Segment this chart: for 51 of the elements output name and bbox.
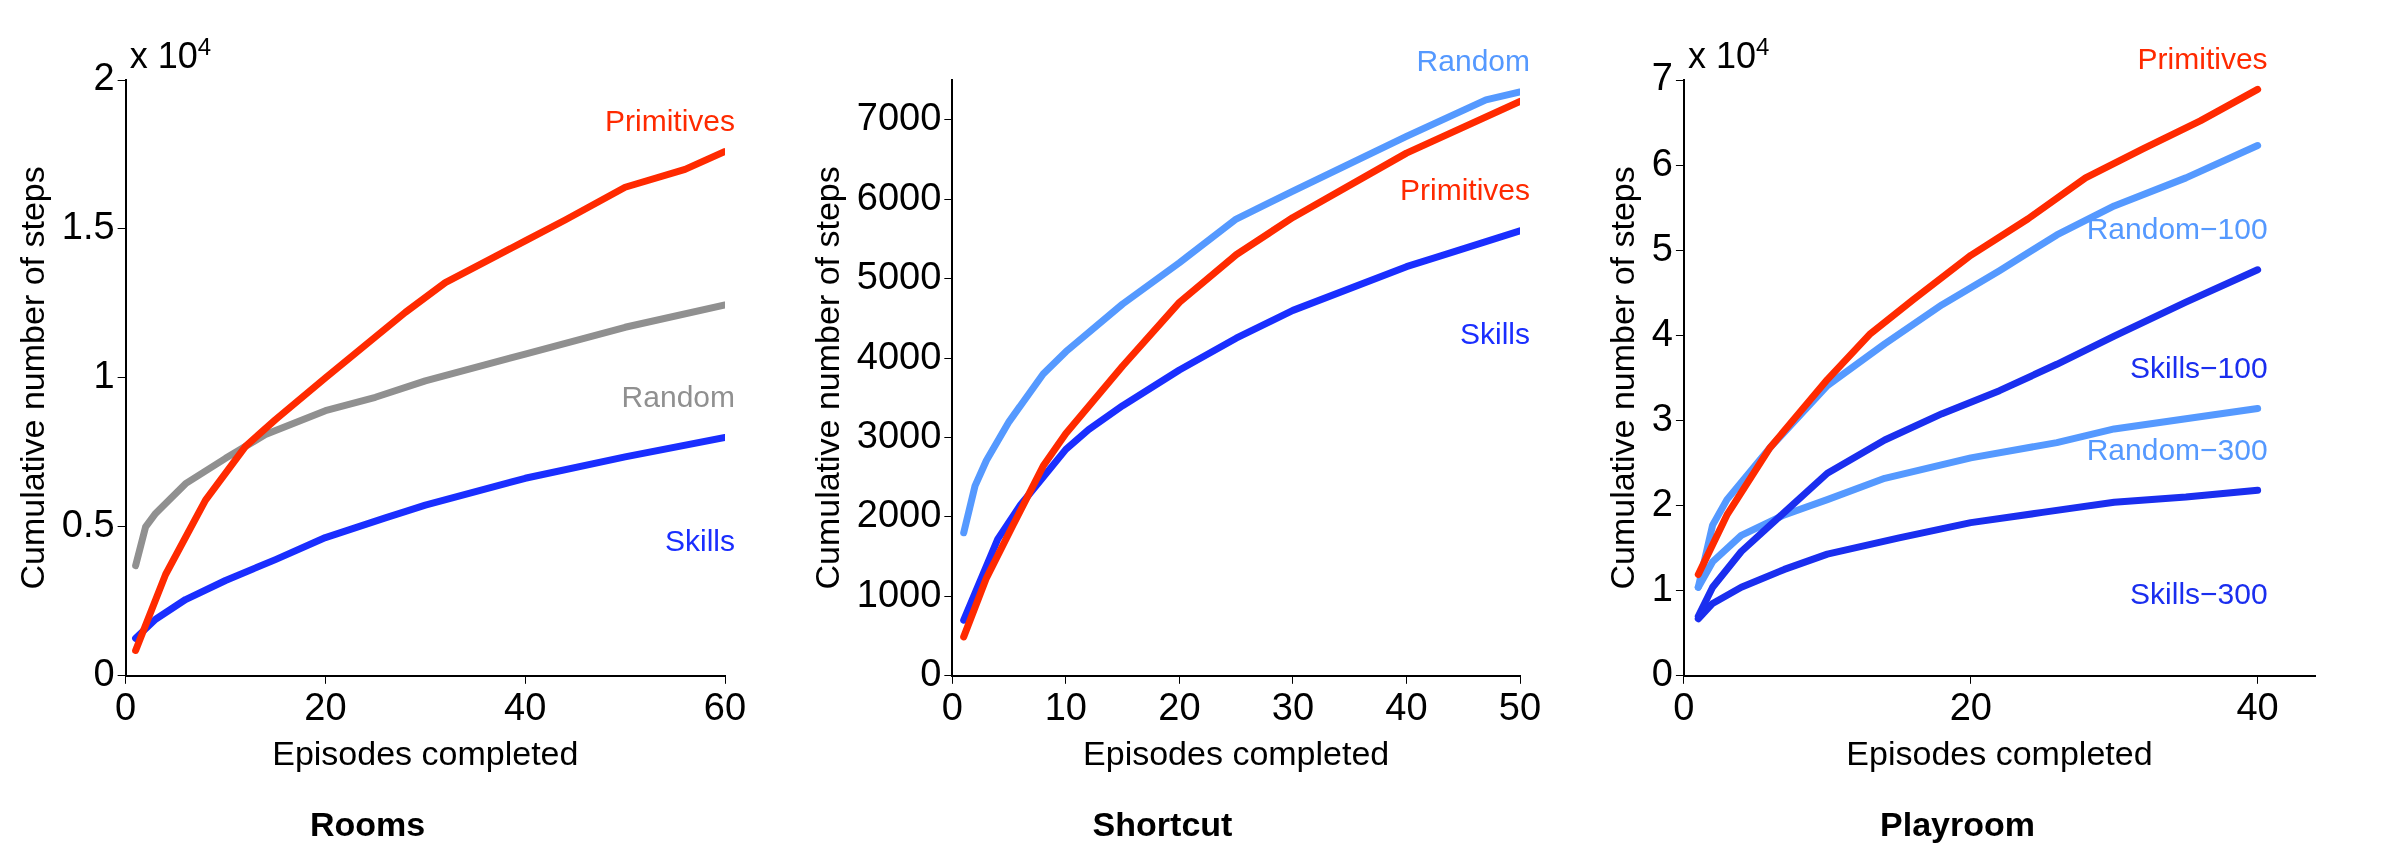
- x-tick-label: 20: [1158, 686, 1201, 729]
- series-label: Primitives: [1399, 173, 1530, 207]
- series-label: Random−300: [2086, 432, 2268, 466]
- y-tick-label: 2: [1651, 482, 1673, 525]
- y-tick-label: 1: [1651, 567, 1673, 610]
- x-tick-label: 30: [1271, 686, 1315, 729]
- y-tick-label: 5: [1651, 226, 1673, 269]
- x-tick-label: 40: [504, 686, 547, 729]
- y-tick-label: 7: [1651, 56, 1673, 99]
- y-tick-label: 0: [1651, 652, 1673, 695]
- series-label: Random−100: [2086, 212, 2268, 246]
- y-tick-label: 0: [920, 652, 942, 695]
- x-tick-label: 20: [304, 686, 347, 729]
- text: Rooms: [309, 804, 426, 843]
- y-tick-label: 1.5: [61, 205, 115, 248]
- y-tick-label: 2000: [856, 493, 942, 536]
- y-axis-title: Cumulative number of steps: [1602, 166, 1641, 590]
- text: Playroom: [1880, 804, 2035, 843]
- text: Skills−300: [2130, 576, 2268, 610]
- y-tick-label: 5000: [856, 255, 942, 298]
- series-label: Random: [1416, 44, 1530, 78]
- y-tick-label: 3: [1651, 396, 1673, 439]
- series-label: Skills−100: [2130, 350, 2268, 384]
- x-tick-label: 40: [1385, 686, 1428, 729]
- x-axis-title: Episodes completed: [1083, 734, 1390, 773]
- y-tick-label: 4: [1651, 311, 1673, 354]
- x-tick-label: 60: [703, 686, 747, 729]
- y-tick-label: 7000: [856, 96, 942, 139]
- text: Skills: [1459, 317, 1530, 351]
- y-tick-label: 1000: [856, 572, 942, 615]
- y-tick-label: 0: [93, 652, 115, 695]
- y-tick-label: 2: [93, 56, 115, 99]
- y-axis-title: Cumulative number of steps: [12, 166, 51, 590]
- y-axis-title: Cumulative number of steps: [807, 166, 846, 590]
- text: Shortcut: [1092, 804, 1233, 843]
- text: Skills: [664, 523, 735, 557]
- series-label: Primitives: [604, 103, 735, 137]
- y-tick-label: 4000: [856, 334, 942, 377]
- y-tick-label: 0.5: [61, 503, 115, 546]
- y-tick-label: 6: [1651, 141, 1673, 184]
- x-tick-label: 50: [1498, 686, 1542, 729]
- y-tick-label: 6000: [856, 175, 942, 218]
- series-label: Primitives: [2137, 41, 2268, 75]
- y-tick-label: 3000: [856, 413, 942, 456]
- x-tick-label: 40: [2236, 686, 2279, 729]
- y-tick-label: 1: [93, 354, 115, 397]
- x-tick-label: 10: [1044, 686, 1088, 729]
- x-tick-label: 20: [1949, 686, 1992, 729]
- x-axis-title: Episodes completed: [1846, 734, 2153, 773]
- x-axis-title: Episodes completed: [272, 734, 579, 773]
- series-label: Random: [621, 379, 735, 413]
